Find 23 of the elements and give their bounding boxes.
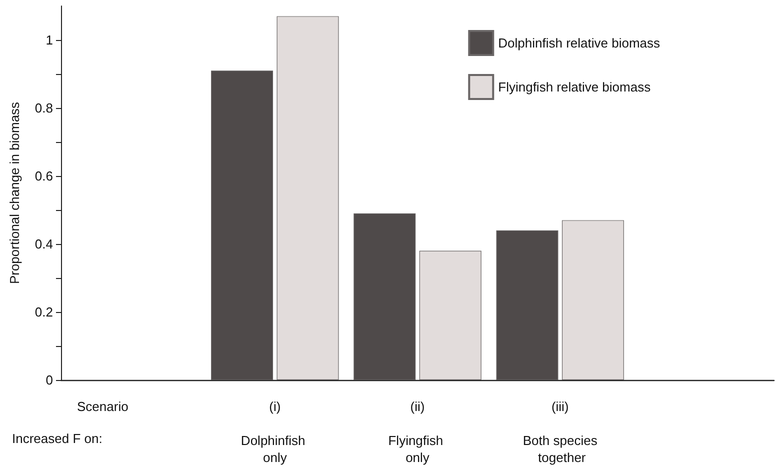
text: Increased F on:	[12, 431, 102, 446]
bar	[211, 70, 274, 380]
x-tick-label: (iii)	[551, 399, 569, 414]
bar	[354, 213, 416, 380]
bar	[276, 16, 339, 380]
bar	[496, 230, 558, 380]
y-tick-label: 0.2	[34, 304, 53, 320]
text: Dolphinfish only	[240, 433, 309, 465]
legend-label: Flyingfish relative biomass	[498, 80, 652, 94]
text: Scenario	[77, 399, 128, 414]
bar	[562, 220, 624, 380]
y-tick-label: 0.8	[34, 100, 53, 116]
text: Flyingfish only	[388, 433, 447, 465]
y-tick-label: 0.4	[34, 236, 53, 252]
legend-label: Dolphinfish relative biomass	[498, 36, 660, 50]
y-axis-title: Proportional change in biomass	[7, 101, 22, 284]
text: Both species together	[522, 433, 598, 465]
y-tick-label: 1	[46, 32, 53, 48]
y-tick-label: 0.6	[34, 168, 53, 184]
bar	[419, 250, 482, 380]
y-tick-label: 0	[46, 372, 53, 388]
x-tick-label: (i)	[269, 399, 281, 414]
x-tick-label: (ii)	[410, 399, 425, 414]
